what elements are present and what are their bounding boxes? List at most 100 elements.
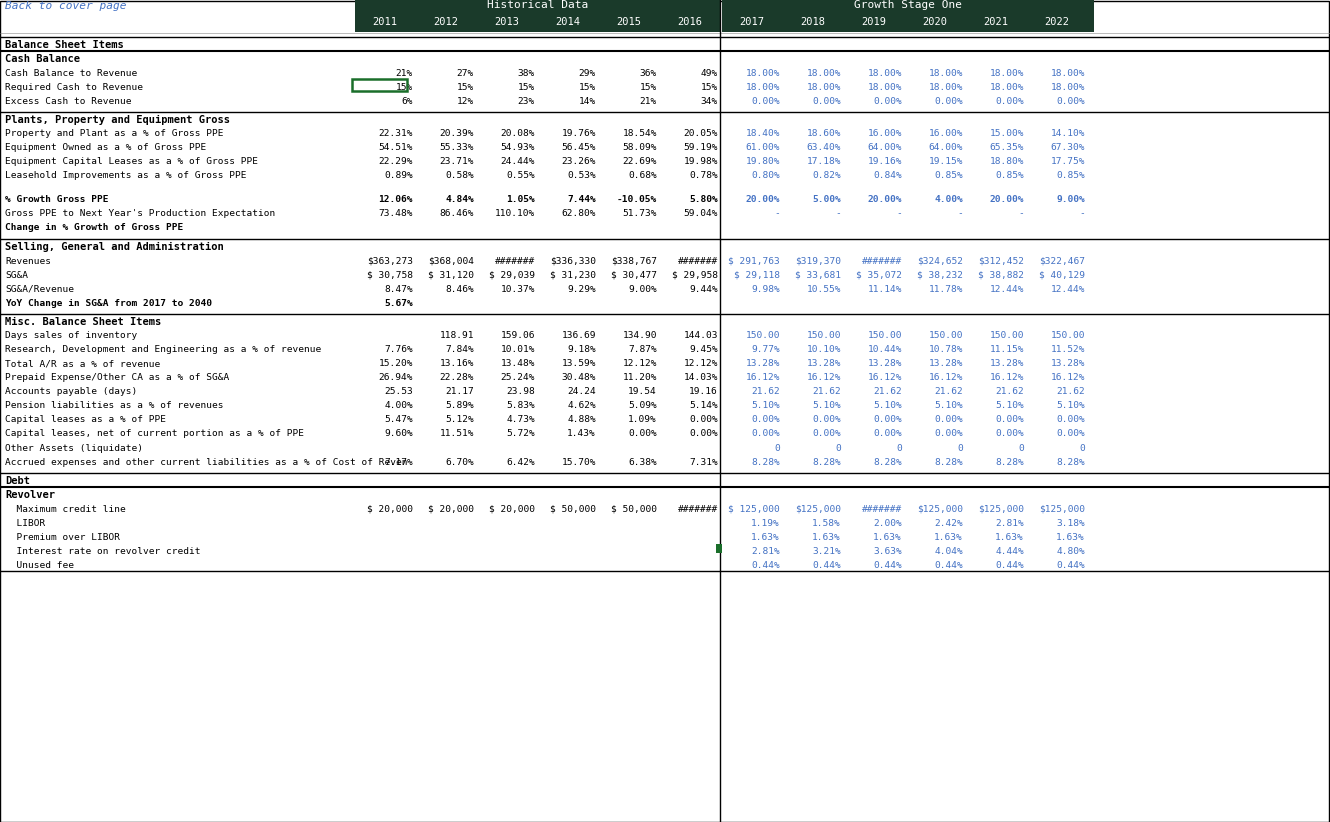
Text: 0.44%: 0.44%: [813, 561, 841, 570]
Text: Excess Cash to Revenue: Excess Cash to Revenue: [5, 96, 132, 105]
Text: 9.00%: 9.00%: [628, 284, 657, 293]
Text: -: -: [896, 210, 902, 219]
Text: 13.59%: 13.59%: [561, 359, 596, 368]
Text: 19.16: 19.16: [689, 387, 718, 396]
Text: 19.15%: 19.15%: [928, 158, 963, 167]
Text: 9.44%: 9.44%: [689, 284, 718, 293]
Text: 1.43%: 1.43%: [568, 430, 596, 438]
Text: 12.12%: 12.12%: [684, 359, 718, 368]
Text: 1.63%: 1.63%: [1056, 533, 1085, 542]
Text: 150.00: 150.00: [867, 331, 902, 340]
Text: 18.00%: 18.00%: [990, 68, 1024, 77]
Text: 29%: 29%: [579, 68, 596, 77]
Text: 9.45%: 9.45%: [689, 345, 718, 354]
Text: 25.24%: 25.24%: [500, 373, 535, 382]
Text: $312,452: $312,452: [978, 256, 1024, 266]
Text: 14%: 14%: [579, 96, 596, 105]
Text: Interest rate on revolver credit: Interest rate on revolver credit: [5, 547, 201, 556]
Text: Prepaid Expense/Other CA as a % of SG&A: Prepaid Expense/Other CA as a % of SG&A: [5, 373, 229, 382]
Text: 10.44%: 10.44%: [867, 345, 902, 354]
Text: 5.10%: 5.10%: [874, 401, 902, 410]
Text: 7.44%: 7.44%: [568, 196, 596, 205]
Text: 5.14%: 5.14%: [689, 401, 718, 410]
Text: 2017: 2017: [739, 17, 765, 27]
Text: Selling, General and Administration: Selling, General and Administration: [5, 242, 223, 252]
Text: 13.28%: 13.28%: [928, 359, 963, 368]
Text: 0: 0: [835, 444, 841, 452]
Text: 18.00%: 18.00%: [746, 68, 779, 77]
Text: 2.81%: 2.81%: [751, 547, 779, 556]
Text: $319,370: $319,370: [795, 256, 841, 266]
Text: 3.18%: 3.18%: [1056, 519, 1085, 528]
Text: 5.47%: 5.47%: [384, 415, 414, 424]
Text: Equipment Capital Leases as a % of Gross PPE: Equipment Capital Leases as a % of Gross…: [5, 158, 258, 167]
Text: $338,767: $338,767: [610, 256, 657, 266]
Text: 10.55%: 10.55%: [806, 284, 841, 293]
Text: 11.51%: 11.51%: [439, 430, 473, 438]
Text: 30.48%: 30.48%: [561, 373, 596, 382]
Text: -: -: [1019, 210, 1024, 219]
Text: 12.12%: 12.12%: [622, 359, 657, 368]
Text: 150.00: 150.00: [1051, 331, 1085, 340]
Text: 4.44%: 4.44%: [995, 547, 1024, 556]
Text: Days sales of inventory: Days sales of inventory: [5, 331, 137, 340]
Text: 1.05%: 1.05%: [507, 196, 535, 205]
Text: 1.63%: 1.63%: [995, 533, 1024, 542]
Text: Total A/R as a % of revenue: Total A/R as a % of revenue: [5, 359, 160, 368]
Text: $ 50,000: $ 50,000: [551, 505, 596, 514]
Text: 18.00%: 18.00%: [806, 68, 841, 77]
Text: 13.28%: 13.28%: [746, 359, 779, 368]
Text: 5.10%: 5.10%: [751, 401, 779, 410]
Text: 0: 0: [1079, 444, 1085, 452]
Text: 0.80%: 0.80%: [751, 172, 779, 181]
Text: Plants, Property and Equipment Gross: Plants, Property and Equipment Gross: [5, 115, 230, 125]
Text: 0.00%: 0.00%: [751, 96, 779, 105]
Text: 0.44%: 0.44%: [751, 561, 779, 570]
Text: 20.39%: 20.39%: [439, 130, 473, 138]
Text: 9.29%: 9.29%: [568, 284, 596, 293]
Text: 0.85%: 0.85%: [934, 172, 963, 181]
Text: 2016: 2016: [677, 17, 702, 27]
Text: Equipment Owned as a % of Gross PPE: Equipment Owned as a % of Gross PPE: [5, 144, 206, 153]
Text: 0.00%: 0.00%: [813, 96, 841, 105]
Text: 11.20%: 11.20%: [622, 373, 657, 382]
Text: 0.44%: 0.44%: [934, 561, 963, 570]
Text: 21.62: 21.62: [751, 387, 779, 396]
Text: 0.00%: 0.00%: [1056, 430, 1085, 438]
Bar: [716, 544, 720, 553]
Text: 5.89%: 5.89%: [446, 401, 473, 410]
Text: 4.00%: 4.00%: [384, 401, 414, 410]
Text: 6.38%: 6.38%: [628, 458, 657, 467]
Text: 7.87%: 7.87%: [628, 345, 657, 354]
Text: 67.30%: 67.30%: [1051, 144, 1085, 153]
Text: $125,000: $125,000: [1039, 505, 1085, 514]
Text: 18.00%: 18.00%: [928, 82, 963, 91]
Text: 10.10%: 10.10%: [806, 345, 841, 354]
Text: 18.00%: 18.00%: [1051, 68, 1085, 77]
Text: 8.28%: 8.28%: [995, 458, 1024, 467]
Text: 20.08%: 20.08%: [500, 130, 535, 138]
Text: 8.28%: 8.28%: [934, 458, 963, 467]
Text: 0: 0: [774, 444, 779, 452]
Text: 0.00%: 0.00%: [995, 415, 1024, 424]
Text: Debt: Debt: [5, 476, 31, 486]
Text: 16.12%: 16.12%: [746, 373, 779, 382]
Text: 6.70%: 6.70%: [446, 458, 473, 467]
Text: 18.54%: 18.54%: [622, 130, 657, 138]
Text: 5.83%: 5.83%: [507, 401, 535, 410]
Text: 0.84%: 0.84%: [874, 172, 902, 181]
Text: $125,000: $125,000: [916, 505, 963, 514]
Text: 0.44%: 0.44%: [1056, 561, 1085, 570]
Text: -: -: [774, 210, 779, 219]
Text: 55.33%: 55.33%: [439, 144, 473, 153]
Text: Pension liabilities as a % of revenues: Pension liabilities as a % of revenues: [5, 401, 223, 410]
Text: 18.00%: 18.00%: [928, 68, 963, 77]
Text: 7.31%: 7.31%: [689, 458, 718, 467]
Text: 2021: 2021: [983, 17, 1008, 27]
Text: 2012: 2012: [434, 17, 459, 27]
Text: Revenues: Revenues: [5, 256, 51, 266]
Text: $336,330: $336,330: [551, 256, 596, 266]
Text: $ 20,000: $ 20,000: [428, 505, 473, 514]
Text: 10.37%: 10.37%: [500, 284, 535, 293]
Text: 10.01%: 10.01%: [500, 345, 535, 354]
